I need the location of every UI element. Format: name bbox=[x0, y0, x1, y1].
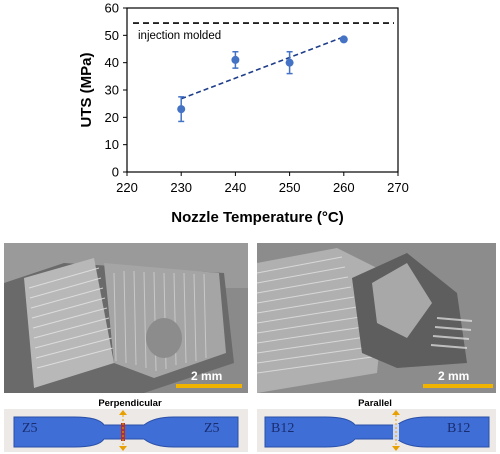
y-axis-title: UTS (MPa) bbox=[78, 52, 95, 127]
specimen-mark-left-2: Z5 bbox=[204, 421, 220, 436]
y-tick-label-2: 20 bbox=[105, 110, 119, 125]
trendline-0 bbox=[180, 36, 345, 100]
scale-label-left: 2 mm bbox=[191, 369, 223, 383]
scale-bar-right bbox=[423, 384, 493, 388]
y-tick-label-0: 0 bbox=[112, 165, 119, 180]
sem-image-parallel: 2 mm bbox=[257, 243, 496, 393]
specimen-photo-perpendicular: Z5 Z5 bbox=[4, 409, 248, 452]
x-tick-label-5: 270 bbox=[387, 180, 409, 195]
sem-image-perpendicular: 2 mm bbox=[4, 243, 248, 393]
scale-label-right: 2 mm bbox=[438, 369, 470, 383]
specimen-mark-right-1: B12 bbox=[271, 421, 295, 436]
data-point-0 bbox=[177, 105, 186, 114]
x-tick-label-2: 240 bbox=[225, 180, 247, 195]
sem-fracture-perpendicular bbox=[4, 243, 248, 393]
specimen-perpendicular bbox=[13, 410, 239, 451]
reference-line-label: injection molded bbox=[138, 30, 221, 42]
specimen-photo-parallel: B12 B12 bbox=[257, 409, 496, 452]
scale-bar-left bbox=[176, 384, 242, 388]
specimen-mark-left-1: Z5 bbox=[22, 421, 38, 436]
x-tick-label-1: 230 bbox=[170, 180, 192, 195]
data-point-3 bbox=[339, 35, 348, 44]
y-tick-label-1: 10 bbox=[105, 137, 119, 152]
uts-chart: 0 10 20 30 40 50 60 220 230 240 250 260 270 Nozzle Te… bbox=[78, 1, 409, 227]
specimen-parallel bbox=[264, 410, 490, 451]
x-tick-label-4: 260 bbox=[333, 180, 355, 195]
y-tick-label-6: 60 bbox=[105, 1, 119, 16]
x-axis-title: Nozzle Temperature (°C) bbox=[171, 209, 343, 226]
data-point-1 bbox=[231, 55, 240, 64]
sem-fracture-parallel bbox=[257, 243, 496, 393]
data-point-2 bbox=[285, 58, 294, 67]
y-tick-label-3: 30 bbox=[105, 83, 119, 98]
y-tick-label-5: 50 bbox=[105, 28, 119, 43]
specimen-mark-right-2: B12 bbox=[447, 421, 471, 436]
y-tick-label-4: 40 bbox=[105, 55, 119, 70]
label-perpendicular: Perpendicular bbox=[98, 398, 162, 409]
x-tick-label-3: 250 bbox=[279, 180, 301, 195]
label-parallel: Parallel bbox=[358, 398, 392, 409]
x-tick-label-0: 220 bbox=[116, 180, 138, 195]
